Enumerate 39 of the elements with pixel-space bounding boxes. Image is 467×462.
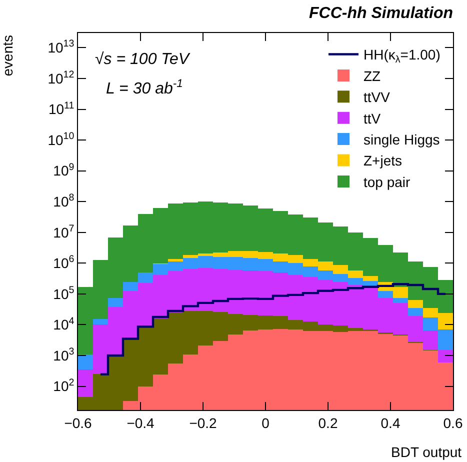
y-tick-label: 10$^{3}$ (53, 346, 75, 364)
x-tick-label: −0.6 (64, 414, 92, 431)
annotation: √s = 100 TeV (95, 51, 190, 68)
annotation: L = 30 ab$^{-1}$ (106, 78, 183, 98)
x-tick-label: −0.2 (189, 414, 218, 431)
bar (393, 298, 408, 304)
bar (408, 300, 423, 308)
x-axis-title: BDT output (391, 444, 462, 460)
bar (93, 318, 108, 325)
chart-title: FCC-hh Simulation (309, 5, 454, 22)
bar (378, 290, 393, 298)
x-tick-label: 0.2 (318, 414, 338, 431)
y-tick-label: 10$^{10}$ (48, 131, 75, 148)
y-tick-label: 10$^{8}$ (53, 192, 75, 210)
x-tick-label: −0.4 (126, 414, 155, 431)
legend-label: ttVV (364, 89, 391, 106)
legend-label: top pair (364, 174, 411, 190)
bar (408, 308, 423, 316)
x-tick-label: 0 (262, 414, 270, 431)
legend-label: ttV (364, 110, 382, 126)
bar (108, 298, 123, 307)
legend-label: HH(κ$_{λ}$=1.00) (364, 46, 440, 66)
y-axis-title: events (0, 35, 16, 76)
y-tick-label: 10$^{9}$ (53, 162, 74, 179)
y-tick-label: 10$^{12}$ (48, 69, 74, 86)
legend-label: Z+jets (364, 152, 402, 169)
bar (438, 350, 453, 363)
legend-label: single Higgs (364, 132, 440, 148)
x-tick-label: 0.6 (443, 414, 463, 431)
y-tick-label: 10$^{4}$ (53, 316, 75, 333)
y-tick-label: 10$^{7}$ (53, 223, 74, 240)
y-tick-label: 10$^{5}$ (53, 284, 75, 302)
y-tick-label: 10$^{11}$ (48, 100, 74, 118)
y-tick-label: 10$^{6}$ (53, 254, 75, 272)
x-tick-label: 0.4 (380, 414, 400, 431)
y-tick-label: 10$^{2}$ (53, 377, 74, 394)
y-tick-label: 10$^{13}$ (48, 38, 75, 56)
bar (78, 354, 93, 370)
legend-label: ZZ (364, 68, 382, 84)
